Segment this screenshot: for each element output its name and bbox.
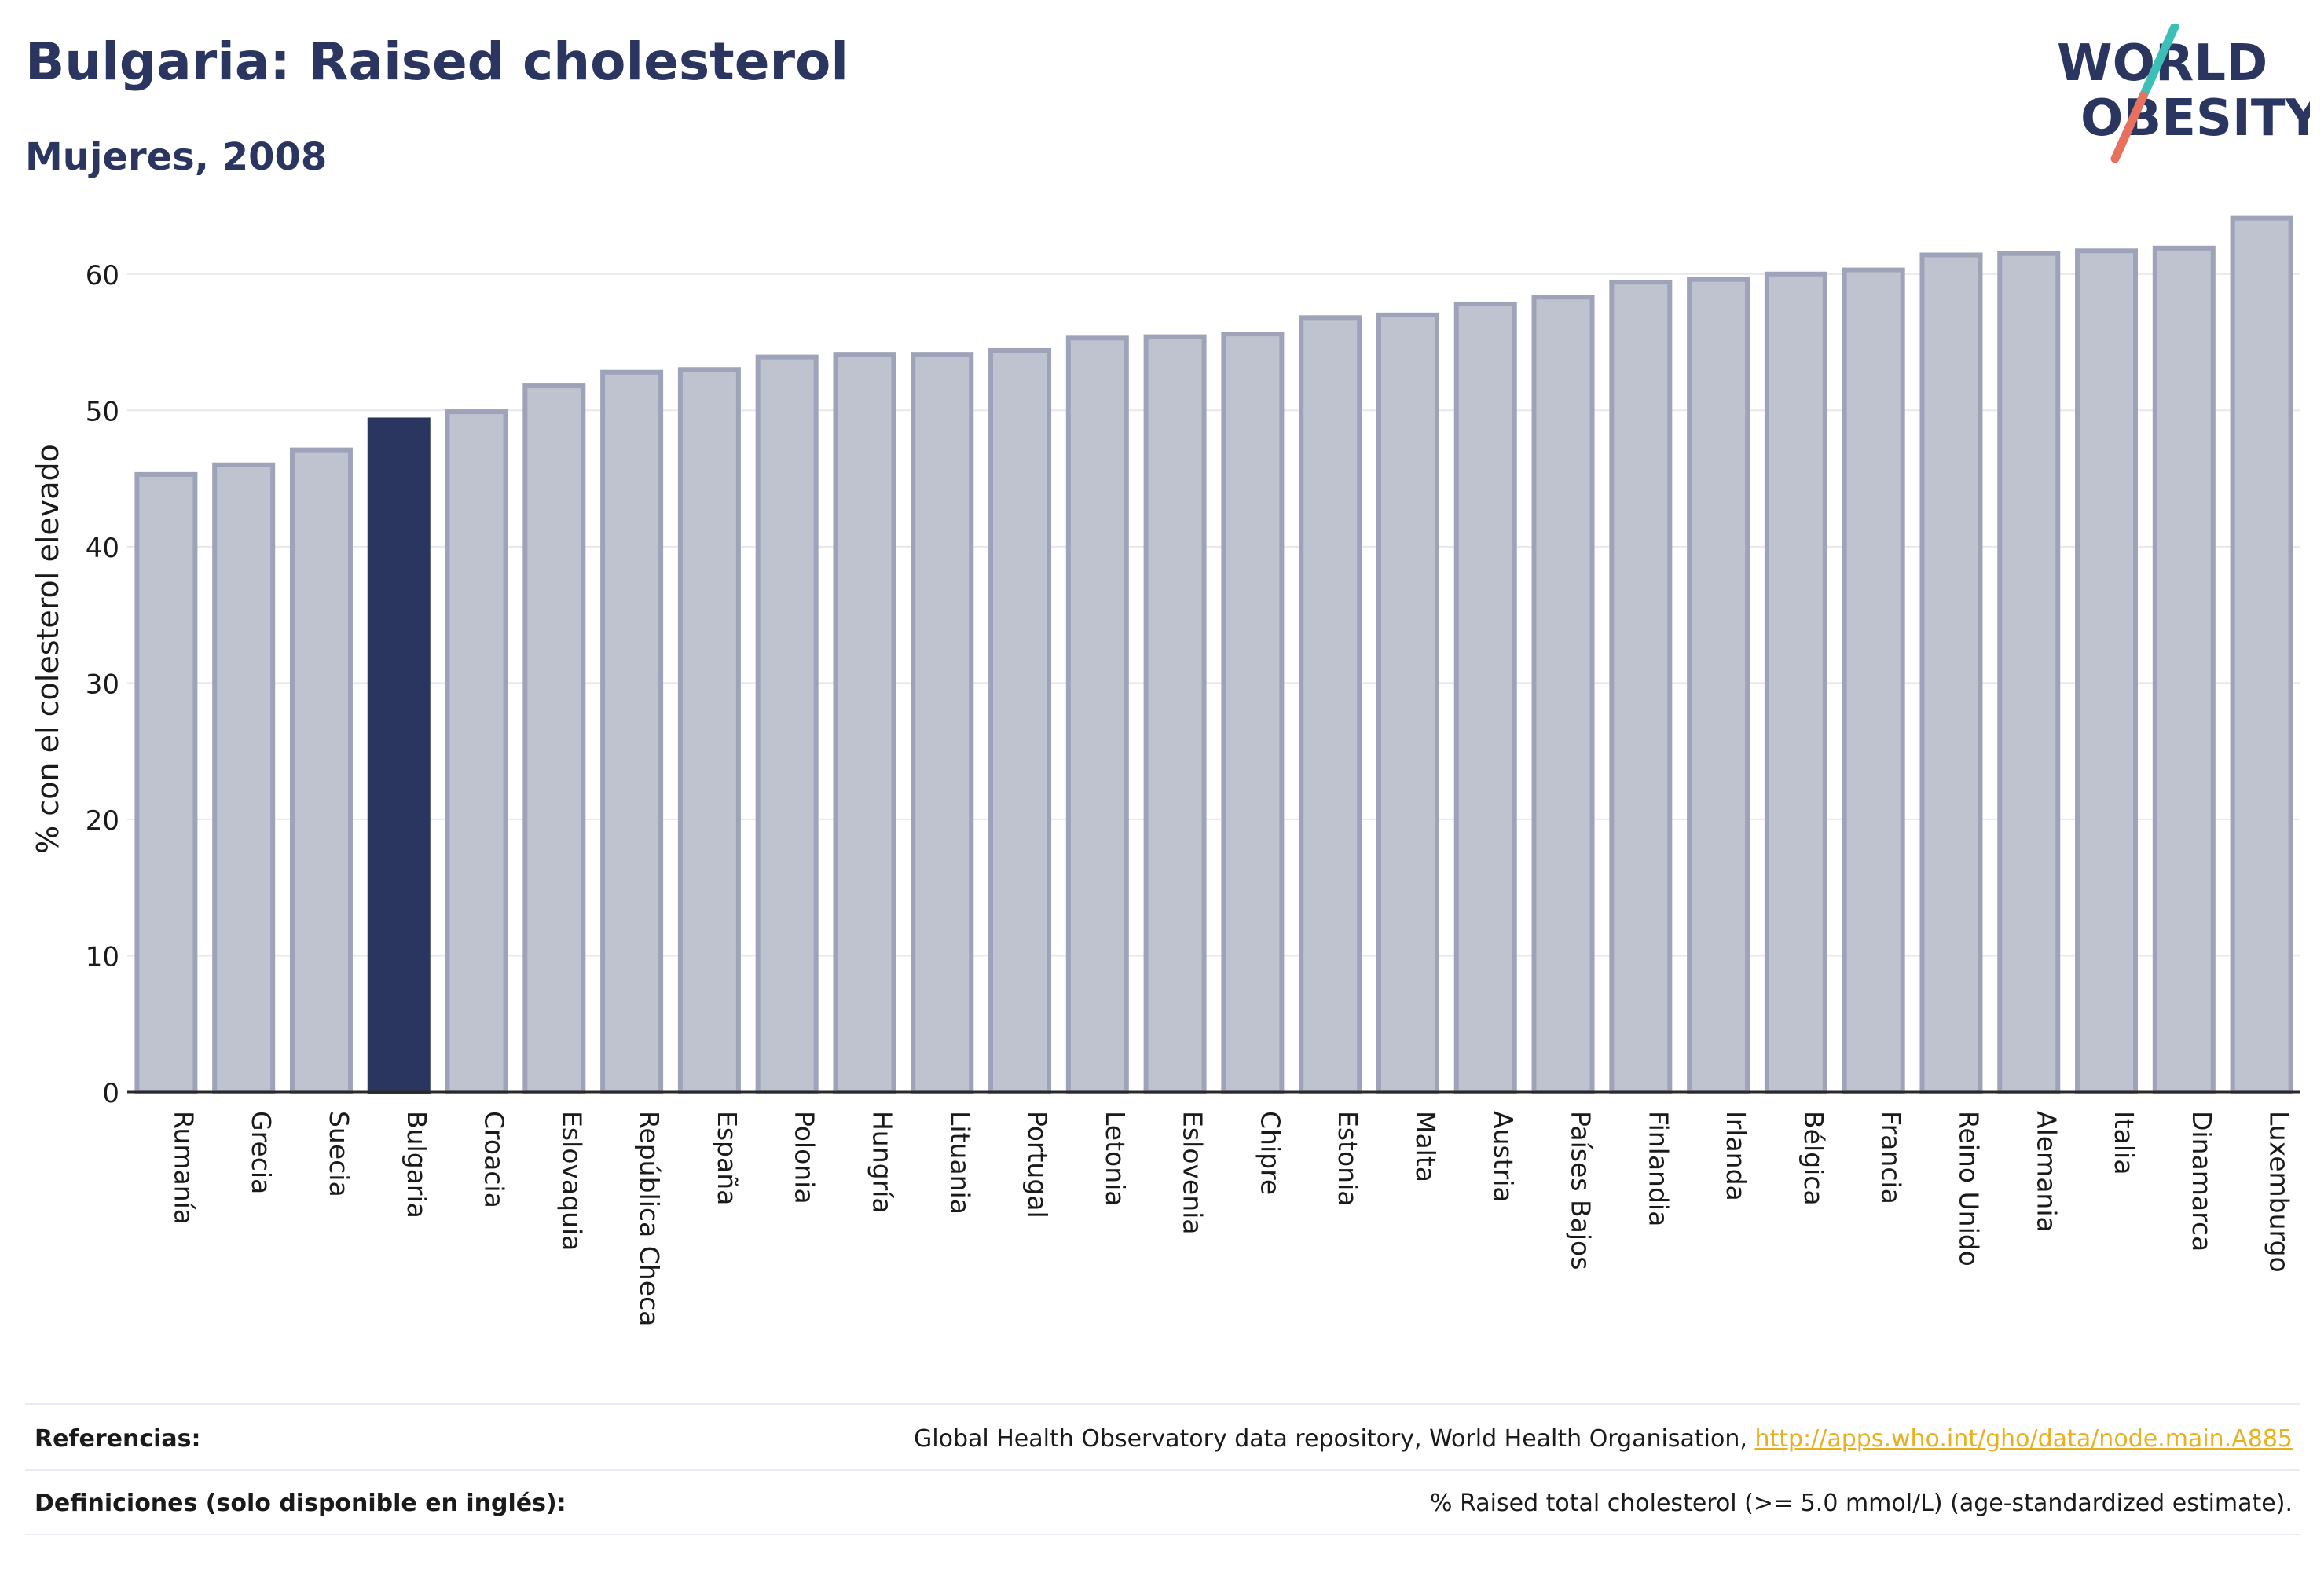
- bar: [522, 383, 586, 1095]
- bar: [1299, 315, 1362, 1095]
- x-tick-label: Hungría: [867, 1111, 897, 1214]
- bar: [1065, 335, 1129, 1094]
- x-tick-label: Finlandia: [1643, 1111, 1673, 1226]
- x-tick-label: Suecia: [324, 1111, 354, 1197]
- x-tick-label: Eslovenia: [1178, 1111, 1208, 1235]
- bar-highlight: [367, 417, 431, 1094]
- bar: [1919, 252, 1983, 1094]
- bar: [2230, 215, 2293, 1095]
- y-tick-label: 0: [102, 1078, 119, 1109]
- x-tick-label: Irlanda: [1721, 1111, 1751, 1201]
- y-tick-label: 60: [86, 260, 119, 291]
- y-tick-label: 20: [86, 805, 119, 837]
- bar: [677, 367, 741, 1094]
- bar: [445, 409, 508, 1094]
- bar: [600, 369, 664, 1094]
- x-tick-label: Bulgaria: [401, 1111, 432, 1219]
- definitions-label: Definiciones (solo disponible en inglés)…: [35, 1490, 566, 1517]
- y-tick-label: 30: [86, 669, 119, 700]
- x-tick-label: Lituania: [944, 1111, 975, 1215]
- x-tick-label: Francia: [1876, 1111, 1907, 1204]
- references-label: Referencias:: [35, 1425, 201, 1453]
- definitions-text: % Raised total cholesterol (>= 5.0 mmol/…: [1430, 1490, 2293, 1517]
- x-tick-label: Países Bajos: [1566, 1111, 1596, 1270]
- bar: [134, 471, 198, 1094]
- chart-subtitle: Mujeres, 2008: [25, 135, 328, 179]
- x-tick-label: Chipre: [1255, 1111, 1285, 1195]
- bar: [1143, 334, 1207, 1094]
- logo-slash-coral: [2110, 91, 2148, 163]
- bars: [134, 215, 2293, 1095]
- x-tick-label: Letonia: [1100, 1111, 1131, 1207]
- bar: [1376, 312, 1439, 1095]
- bar: [1453, 301, 1517, 1094]
- x-tick-label: Austria: [1488, 1111, 1519, 1203]
- x-tick-label: Reino Unido: [1953, 1111, 1984, 1266]
- footer-divider-top: [25, 1403, 2300, 1405]
- x-tick-label: Croacia: [479, 1111, 510, 1208]
- footer-divider-bottom: [25, 1534, 2300, 1535]
- x-tick-label: Luxemburgo: [2264, 1111, 2295, 1273]
- x-tick-label: España: [712, 1111, 742, 1205]
- x-tick-label: Portugal: [1022, 1111, 1053, 1219]
- references-value: Global Health Observatory data repositor…: [914, 1425, 2293, 1453]
- references-link[interactable]: http://apps.who.int/gho/data/node.main.A…: [1754, 1425, 2293, 1453]
- x-tick-label: Rumanía: [168, 1111, 199, 1225]
- y-tick-label: 40: [86, 533, 119, 564]
- x-tick-label: Bélgica: [1798, 1111, 1829, 1206]
- x-tick-label: Estonia: [1332, 1111, 1363, 1206]
- chart-title: Bulgaria: Raised cholesterol: [25, 31, 849, 92]
- bar: [833, 352, 896, 1094]
- logo-slash-teal: [2139, 24, 2179, 101]
- footer-divider-middle: [25, 1469, 2300, 1471]
- bar: [1842, 267, 1905, 1094]
- bar: [1764, 271, 1827, 1094]
- bar: [1609, 280, 1673, 1095]
- bar: [1221, 332, 1285, 1094]
- logo-line2: OBESITY: [2080, 90, 2310, 148]
- x-tick-label: Italia: [2109, 1111, 2139, 1175]
- x-tick-label: Dinamarca: [2187, 1111, 2217, 1252]
- bar: [2152, 245, 2216, 1095]
- y-axis-ticks: 0 10 20 30 40 50 60: [86, 260, 119, 1109]
- bar: [1997, 251, 2061, 1095]
- bar: [1531, 295, 1595, 1095]
- x-tick-label: Malta: [1410, 1111, 1441, 1182]
- x-tick-label: Grecia: [246, 1111, 277, 1194]
- x-tick-label: Polonia: [790, 1111, 820, 1204]
- world-obesity-logo: WORLD OBESITY: [2057, 24, 2310, 163]
- references-text: Global Health Observatory data repositor…: [914, 1425, 1755, 1453]
- y-tick-label: 10: [86, 941, 119, 973]
- bar: [911, 352, 974, 1094]
- bar: [1687, 277, 1750, 1094]
- x-tick-label: Alemania: [2031, 1111, 2062, 1233]
- y-axis-title: % con el colesterol elevado: [31, 444, 65, 854]
- x-tick-label: República Checa: [634, 1111, 665, 1326]
- x-axis-ticks: Rumanía Grecia Suecia Bulgaria Croacia Eslova…: [168, 1111, 2294, 1326]
- bar: [2075, 248, 2139, 1094]
- y-tick-label: 50: [86, 396, 119, 427]
- bar: [212, 462, 276, 1094]
- bar: [988, 347, 1052, 1095]
- bar: [755, 354, 819, 1094]
- bar: [289, 447, 353, 1094]
- bar-chart: 0 10 20 30 40 50 60 Rumanía Grecia Suecia Bulgari…: [31, 215, 2300, 1326]
- x-tick-label: Eslovaquia: [556, 1111, 587, 1251]
